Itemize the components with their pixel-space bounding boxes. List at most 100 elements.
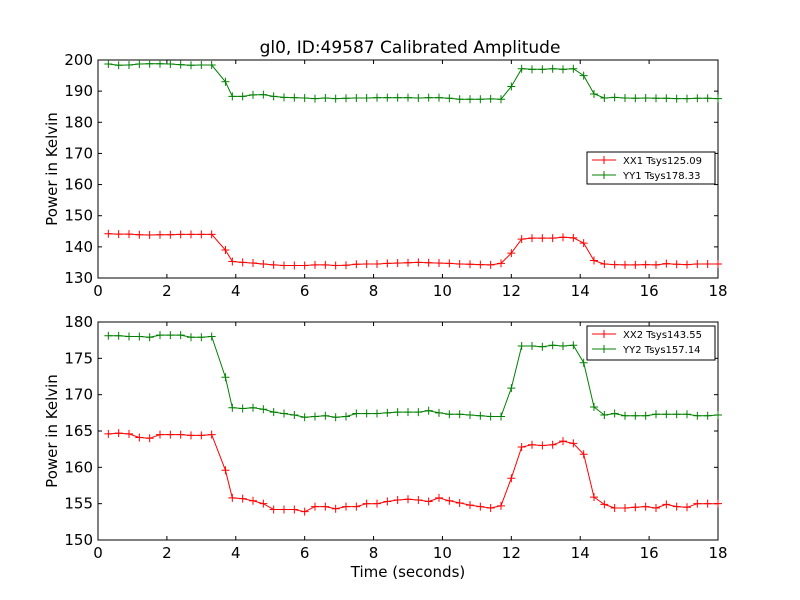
data-point-marker [259,259,268,268]
data-point-marker [538,342,547,351]
y-tick-label: 175 [64,349,93,367]
data-point-marker [569,64,578,73]
data-point-marker [610,93,619,102]
data-point-marker [652,94,660,103]
data-point-marker [476,95,485,104]
data-point-marker [104,331,113,340]
data-point-marker [135,60,144,69]
data-point-marker [352,409,361,418]
data-point-marker [187,230,195,239]
data-point-marker [331,261,340,270]
data-point-marker [156,331,164,340]
data-point-marker [342,94,350,103]
data-point-marker [579,239,588,248]
data-point-marker [414,258,423,267]
data-point-marker [559,65,567,74]
data-point-marker [125,332,133,341]
data-point-marker [393,259,402,268]
data-point-marker [497,95,505,104]
y-tick-label: 160 [64,176,93,194]
data-point-marker [238,92,247,101]
data-point-marker [548,64,557,73]
data-point-marker [579,358,588,367]
x-tick-label: 16 [640,544,659,562]
data-point-marker [259,90,268,99]
y-tick-label: 130 [64,269,93,287]
data-point-marker [693,259,702,268]
x-tick-label: 16 [640,282,659,300]
data-point-marker [435,259,443,268]
data-point-marker [600,259,609,268]
legend: XX2 Tsys143.55 YY2 Tsys157.14 [586,325,716,361]
x-tick-label: 0 [93,282,103,300]
data-point-marker [548,234,557,243]
data-point-marker [466,260,474,269]
data-point-marker [125,429,133,438]
data-point-marker [135,332,144,341]
series-1 [104,429,722,516]
data-point-marker [507,249,516,258]
data-point-marker [383,93,392,102]
data-point-marker [455,410,464,419]
data-point-marker [631,411,640,420]
data-point-marker [621,504,629,513]
data-point-marker [714,259,722,268]
data-point-marker [280,261,288,270]
data-point-marker [269,260,278,269]
data-point-marker [703,259,712,268]
data-point-marker [559,341,567,350]
data-point-marker [703,499,712,508]
y-tick-label: 155 [64,495,93,513]
data-point-marker [600,93,609,102]
data-point-marker [414,408,423,417]
data-point-marker [104,429,113,438]
data-point-marker [249,90,257,99]
data-point-marker [528,341,536,350]
data-point-marker [197,431,206,440]
data-point-marker [435,93,443,102]
data-point-marker [259,499,268,508]
data-point-marker [610,260,619,269]
data-point-marker [300,93,309,102]
data-point-marker [187,61,195,70]
data-point-marker [176,331,185,340]
data-point-marker [280,409,288,418]
data-point-marker [207,430,216,439]
data-point-marker [156,430,164,439]
data-point-marker [621,411,629,420]
data-point-marker [383,259,392,268]
data-point-marker [631,503,640,512]
x-tick-label: 4 [231,282,241,300]
data-point-marker [590,89,598,98]
legend-entry-label: YY2 Tsys157.14 [622,345,701,356]
data-point-marker [104,60,113,69]
data-point-marker [176,230,185,239]
data-point-marker [221,245,230,254]
data-point-marker [507,82,516,91]
data-point-marker [631,260,640,269]
data-point-marker [197,60,206,69]
data-point-marker [476,502,485,511]
data-point-marker [641,260,650,269]
data-point-marker [424,406,433,415]
data-point-marker [652,260,660,269]
data-point-marker [269,505,278,514]
data-point-marker [342,502,350,511]
y-axis-label: Power in Kelvin [43,374,61,488]
data-point-marker [631,94,640,103]
data-point-marker [559,437,567,446]
data-point-marker [321,502,330,511]
data-point-marker [486,94,495,103]
data-point-marker [414,93,423,102]
data-point-marker [135,230,144,239]
data-point-marker [641,411,650,420]
data-point-marker [517,442,526,451]
data-point-marker [486,504,495,513]
data-point-marker [125,230,133,239]
data-point-marker [221,466,230,475]
data-point-marker [672,94,681,103]
data-point-marker [693,499,702,508]
data-point-marker [290,505,299,514]
legend-box [586,151,716,185]
